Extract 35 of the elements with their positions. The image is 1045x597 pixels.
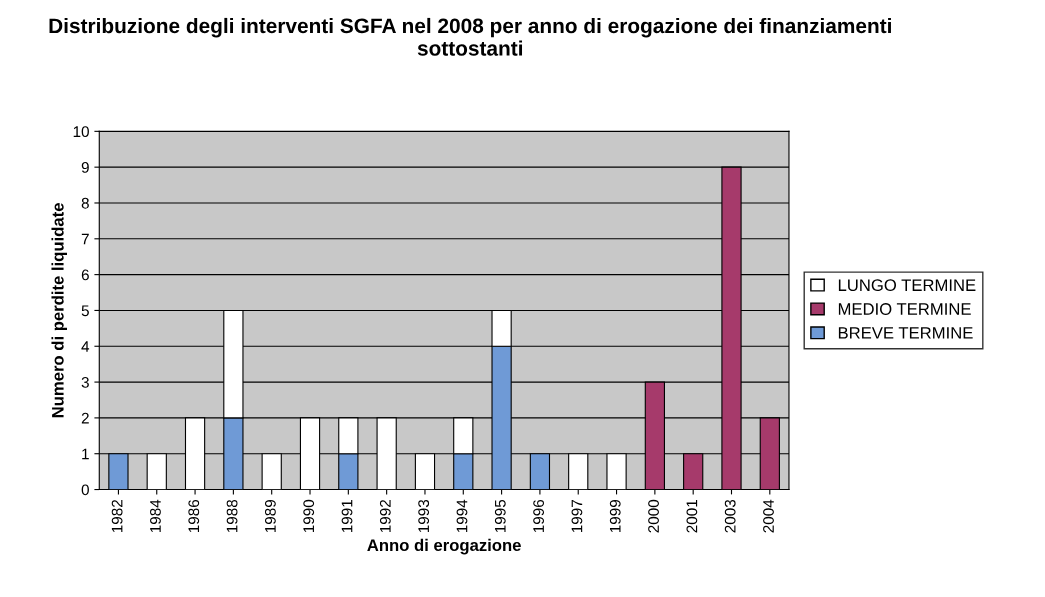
y-tick-label: 8 <box>81 197 89 209</box>
x-axis-title: Anno di erogazione <box>367 538 521 555</box>
x-tick-label: 1999 <box>609 499 621 533</box>
x-tick-label: 1986 <box>188 499 200 533</box>
y-tick-label: 5 <box>81 305 89 317</box>
x-tick-label: 1994 <box>456 499 468 533</box>
y-tick-label: 0 <box>81 484 89 496</box>
y-tick-label: 6 <box>81 269 89 281</box>
x-tick-label: 1992 <box>379 500 391 533</box>
x-tick-label: 1989 <box>264 499 276 533</box>
x-tick-label: 2000 <box>648 499 659 533</box>
legend-label: BREVE TERMINE <box>838 327 973 339</box>
y-tick-label: 9 <box>81 162 89 173</box>
x-tick-label: 1982 <box>111 500 123 533</box>
x-tick-label: 1984 <box>150 499 161 533</box>
y-axis-title: Numero di perdite liquidate <box>51 203 68 418</box>
x-tick-label: 2003 <box>724 499 736 533</box>
y-tick-label: 1 <box>82 448 89 460</box>
chart-title: Distribuzione degli interventi SGFA nel 2008 per anno di erogazione dei finanziamenti sottostanti <box>49 17 891 56</box>
x-tick-label: 1988 <box>226 499 238 533</box>
legend-label: MEDIO TERMINE <box>838 303 971 315</box>
x-tick-label: 2001 <box>686 500 698 533</box>
y-tick-label: 10 <box>73 126 89 138</box>
x-tick-label: 1996 <box>533 499 545 533</box>
x-tick-label: 2004 <box>763 499 774 533</box>
x-tick-label: 1995 <box>494 499 506 533</box>
legend-label: LUNGO TERMINE <box>838 279 976 292</box>
y-tick-label: 7 <box>81 233 89 245</box>
y-tick-label: 2 <box>81 412 89 424</box>
x-tick-label: 1997 <box>571 500 583 533</box>
x-tick-label: 1993 <box>418 499 430 533</box>
y-tick-label: 4 <box>81 341 90 352</box>
x-tick-label: 1990 <box>303 499 315 533</box>
y-tick-label: 3 <box>81 376 89 388</box>
x-tick-label: 1991 <box>341 500 353 533</box>
